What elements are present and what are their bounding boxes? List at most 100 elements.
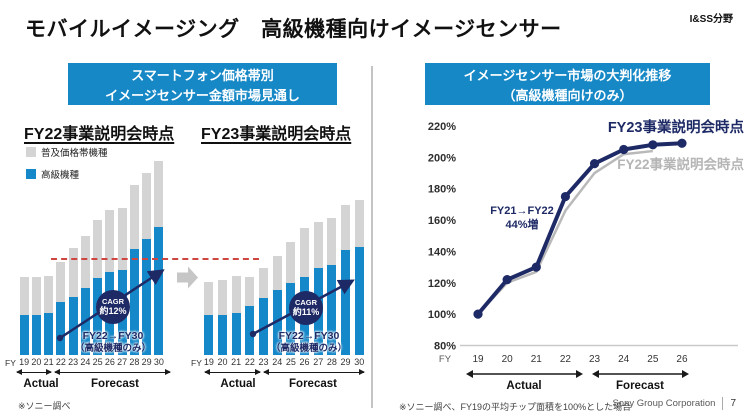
x-tick-label: 22 — [244, 357, 255, 367]
y-tick-label: 120% — [428, 278, 456, 290]
bar-premium-segment — [245, 306, 255, 355]
fy22-reference-dashed-line — [51, 258, 259, 260]
data-point-marker — [648, 140, 658, 150]
x-tick-label: 21 — [531, 354, 543, 365]
line-chart-actual-arrow-head-right — [576, 370, 583, 378]
x-tick-label: 24 — [618, 354, 630, 365]
data-point-marker — [502, 275, 512, 285]
x-tick-label: 26 — [676, 354, 688, 365]
cagr2-label: CAGR — [294, 297, 318, 307]
bar-fy19 — [18, 160, 30, 355]
line-chart-forecast-arrow-head-left — [592, 370, 599, 378]
x-tick-label: 24 — [80, 357, 91, 367]
bar-chart1-actual-label: Actual — [23, 378, 59, 390]
division-tag: I&SS分野 — [689, 14, 733, 25]
range2-line2: （高級機種のみ） — [270, 343, 347, 355]
data-point-marker — [589, 159, 600, 169]
cagr2-value: 約11% — [292, 307, 320, 318]
bar-premium-segment — [31, 315, 41, 355]
x-tick-label: 26 — [104, 357, 115, 367]
bar-chart2-actual-label: Actual — [220, 378, 256, 390]
line-chart-actual-arrow-head-left — [466, 370, 473, 378]
x-tick-label: 23 — [68, 357, 79, 367]
growth-annotation-line2: 44%増 — [505, 217, 538, 231]
bar-fy28 — [325, 160, 339, 355]
data-point-marker — [677, 138, 687, 148]
x-tick-label: 19 — [203, 357, 214, 367]
bar-fy19 — [202, 160, 216, 355]
x-tick-label: 21 — [231, 357, 242, 367]
data-point-marker — [531, 262, 541, 272]
bar-chart1-cagr-badge: CAGR 約12% — [96, 290, 130, 324]
bar-chart1-fy-prefix: FY — [5, 358, 16, 368]
x-tick-label: 22 — [560, 354, 572, 365]
bar-premium-segment — [327, 265, 337, 355]
growth-annotation-line1: FY21→FY22 — [490, 205, 554, 217]
x-tick-label: 30 — [153, 357, 164, 367]
section-divider — [371, 66, 373, 408]
bar-chart2-cagr-badge: CAGR 約11% — [289, 291, 323, 325]
legend-item-premium: 高級機種 — [26, 167, 108, 181]
bar-chart1-title: FY22事業説明会時点 — [24, 126, 175, 143]
bar-chart1-range-label: FY22→FY30 （高級機種のみ） — [57, 330, 169, 355]
bar-chart2-title: FY23事業説明会時点 — [201, 126, 352, 143]
legend: 普及価格帯機種 高級機種 — [26, 145, 108, 189]
bar-chart2-actual-arrow — [204, 368, 261, 375]
bar-premium-segment — [68, 297, 78, 355]
bar-fy20 — [30, 160, 42, 355]
bar-chart1-x-axis: 19 20 21 22 23 24 25 26 27 28 29 30 — [18, 357, 165, 367]
bar-premium-segment — [218, 315, 227, 355]
x-tick-label: 29 — [340, 357, 351, 367]
bar-premium-segment — [56, 302, 66, 355]
bar-premium-segment — [204, 315, 214, 355]
bar-chart2-range-label: FY22→FY30 （高級機種のみ） — [253, 330, 365, 355]
cagr1-value: 約12% — [99, 306, 127, 317]
line-chart-forecast-label: Forecast — [616, 380, 664, 392]
bar-fy23 — [67, 160, 79, 355]
bar-premium-segment — [341, 250, 351, 355]
bar-fy23 — [257, 160, 271, 355]
x-tick-label: 27 — [313, 357, 324, 367]
x-tick-label: 19 — [472, 354, 484, 365]
x-tick-label: 20 — [217, 357, 228, 367]
bar-fy22 — [243, 160, 257, 355]
bar-premium-segment — [93, 278, 103, 355]
bar-premium-segment — [154, 227, 164, 355]
series-line-fy23 — [476, 141, 683, 316]
right-section-header: イメージセンサー市場の大判化推移 （高級機種向けのみ） — [425, 63, 710, 105]
footnote-right: ※ソニー調べ、FY19の平均チップ面積を100%とした場合 — [399, 402, 632, 412]
bar-fy29 — [141, 160, 153, 355]
data-point-marker — [619, 144, 629, 155]
series-label-fy23: FY23事業説明会時点 — [608, 118, 745, 136]
bar-chart2-forecast-arrow — [263, 368, 365, 375]
series-label-fy22: FY22事業説明会時点 — [617, 156, 744, 172]
bar-premium-segment — [259, 298, 269, 355]
legend-label-standard: 普及価格帯機種 — [41, 148, 108, 159]
line-chart-forecast-arrow-head-right — [682, 370, 689, 378]
bar-chart1-forecast-arrow — [54, 368, 171, 375]
y-tick-label: 220% — [428, 121, 456, 133]
x-tick-label: 25 — [647, 354, 659, 365]
x-tick-label: 24 — [272, 357, 283, 367]
x-tick-label: 26 — [299, 357, 310, 367]
bar-chart1-forecast-label: Forecast — [91, 378, 139, 390]
y-tick-label: 100% — [428, 309, 456, 321]
legend-item-standard: 普及価格帯機種 — [26, 145, 108, 159]
x-tick-label: 30 — [354, 357, 365, 367]
y-tick-label: 200% — [428, 152, 456, 164]
bar-premium-segment — [19, 315, 29, 355]
x-tick-label: 21 — [43, 357, 54, 367]
bar-fy21 — [229, 160, 243, 355]
x-tick-label: 19 — [19, 357, 30, 367]
x-tick-label: 29 — [141, 357, 152, 367]
y-tick-label: 140% — [428, 246, 456, 258]
x-tick-label: 25 — [92, 357, 103, 367]
x-tick-label: 23 — [589, 354, 601, 365]
right-header-line1: イメージセンサー市場の大判化推移 — [463, 68, 672, 83]
x-tick-label: 28 — [129, 357, 140, 367]
footer: Sony Group Corporation 7 — [612, 397, 736, 410]
x-tick-label: 22 — [55, 357, 66, 367]
left-section-header: スマートフォン価格帯別 イメージセンサー金額市場見通し — [68, 63, 337, 105]
footer-page-number: 7 — [730, 398, 736, 409]
footer-separator — [722, 397, 724, 410]
